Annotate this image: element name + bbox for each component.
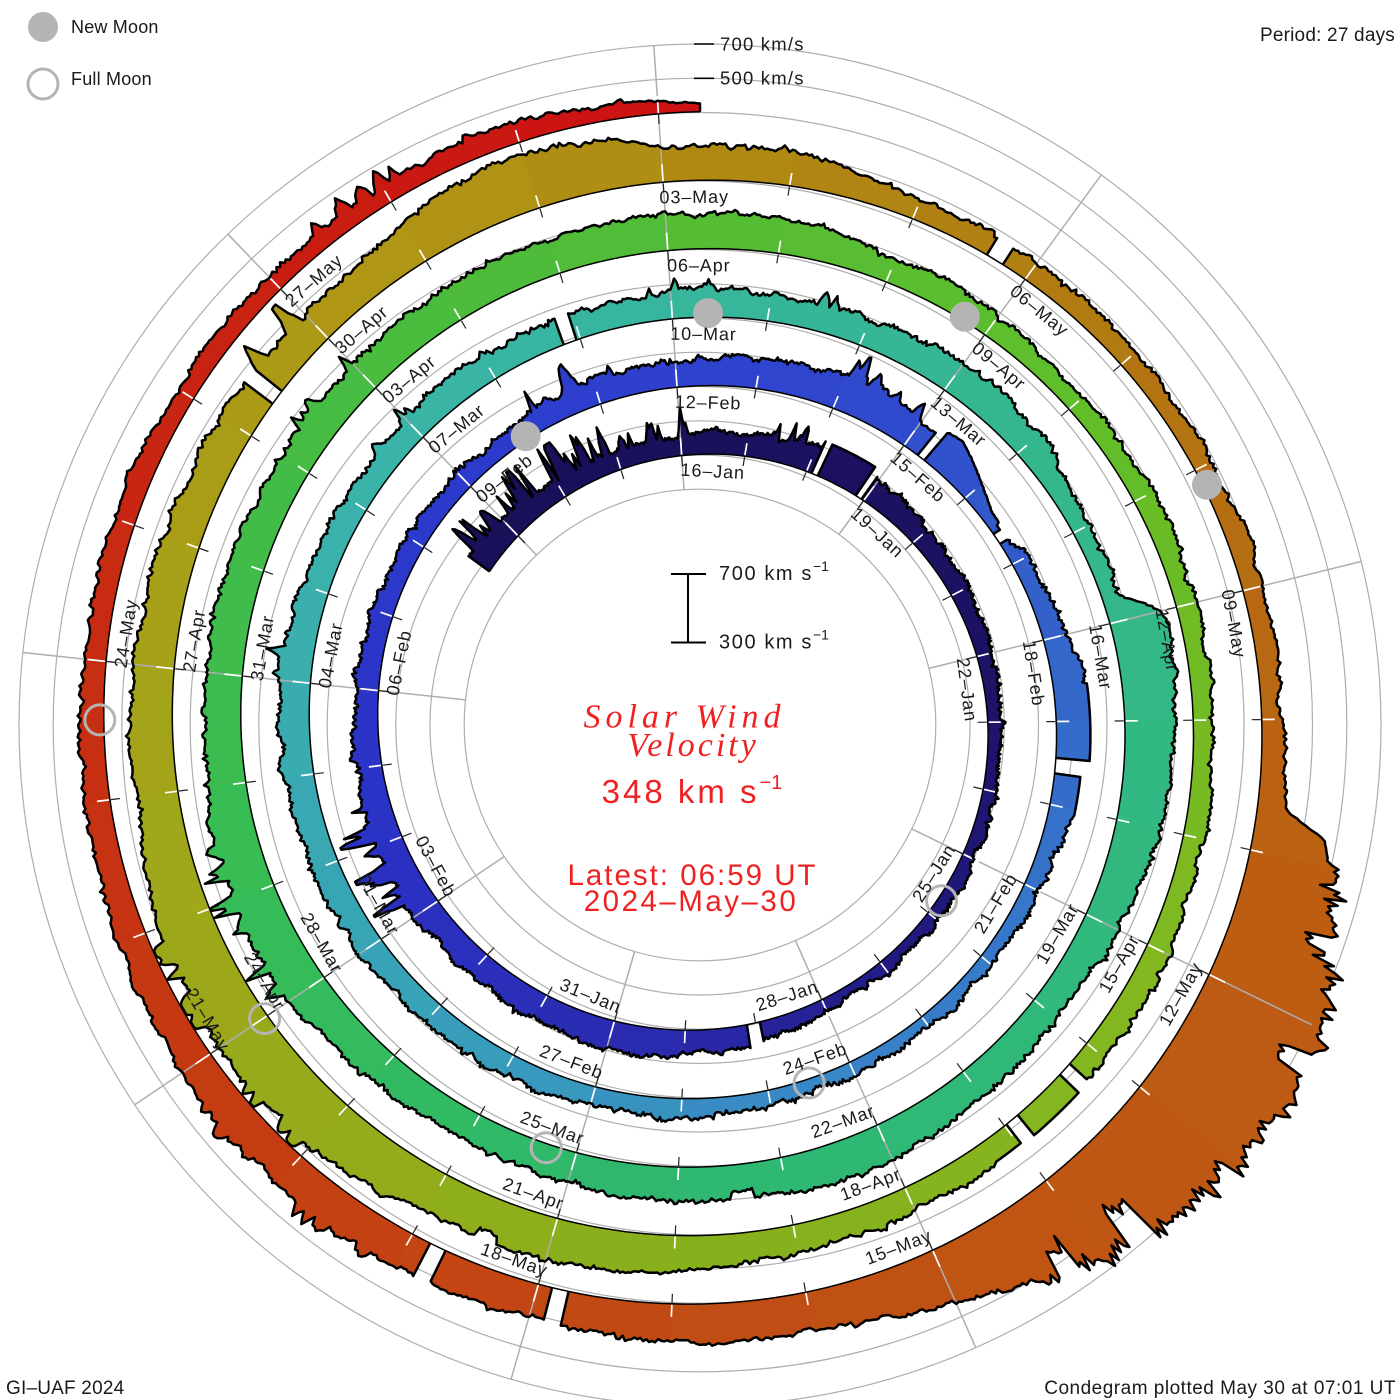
- svg-text:Full Moon: Full Moon: [71, 69, 152, 89]
- svg-text:500 km/s: 500 km/s: [720, 68, 805, 89]
- svg-text:Velocity: Velocity: [627, 727, 759, 764]
- svg-text:03–May: 03–May: [659, 187, 729, 208]
- svg-text:348 km s−1: 348 km s−1: [602, 772, 783, 810]
- svg-text:New Moon: New Moon: [71, 17, 159, 37]
- svg-text:Period: 27 days: Period: 27 days: [1260, 25, 1395, 46]
- svg-text:300 km s−1: 300 km s−1: [719, 627, 829, 654]
- svg-text:700 km s−1: 700 km s−1: [719, 558, 829, 585]
- svg-text:GI–UAF 2024: GI–UAF 2024: [6, 1378, 125, 1399]
- svg-text:16–Jan: 16–Jan: [680, 460, 745, 483]
- svg-text:Condegram plotted May 30 at 07: Condegram plotted May 30 at 07:01 UT: [1044, 1378, 1396, 1399]
- svg-text:12–Feb: 12–Feb: [675, 392, 742, 414]
- svg-text:Solar Wind: Solar Wind: [583, 699, 785, 736]
- svg-text:10–Mar: 10–Mar: [670, 324, 737, 345]
- svg-text:2024–May–30: 2024–May–30: [584, 885, 798, 918]
- svg-text:700 km/s: 700 km/s: [720, 34, 805, 55]
- svg-text:Latest: 06:59 UT: Latest: 06:59 UT: [567, 859, 817, 892]
- svg-text:06–Apr: 06–Apr: [667, 255, 730, 275]
